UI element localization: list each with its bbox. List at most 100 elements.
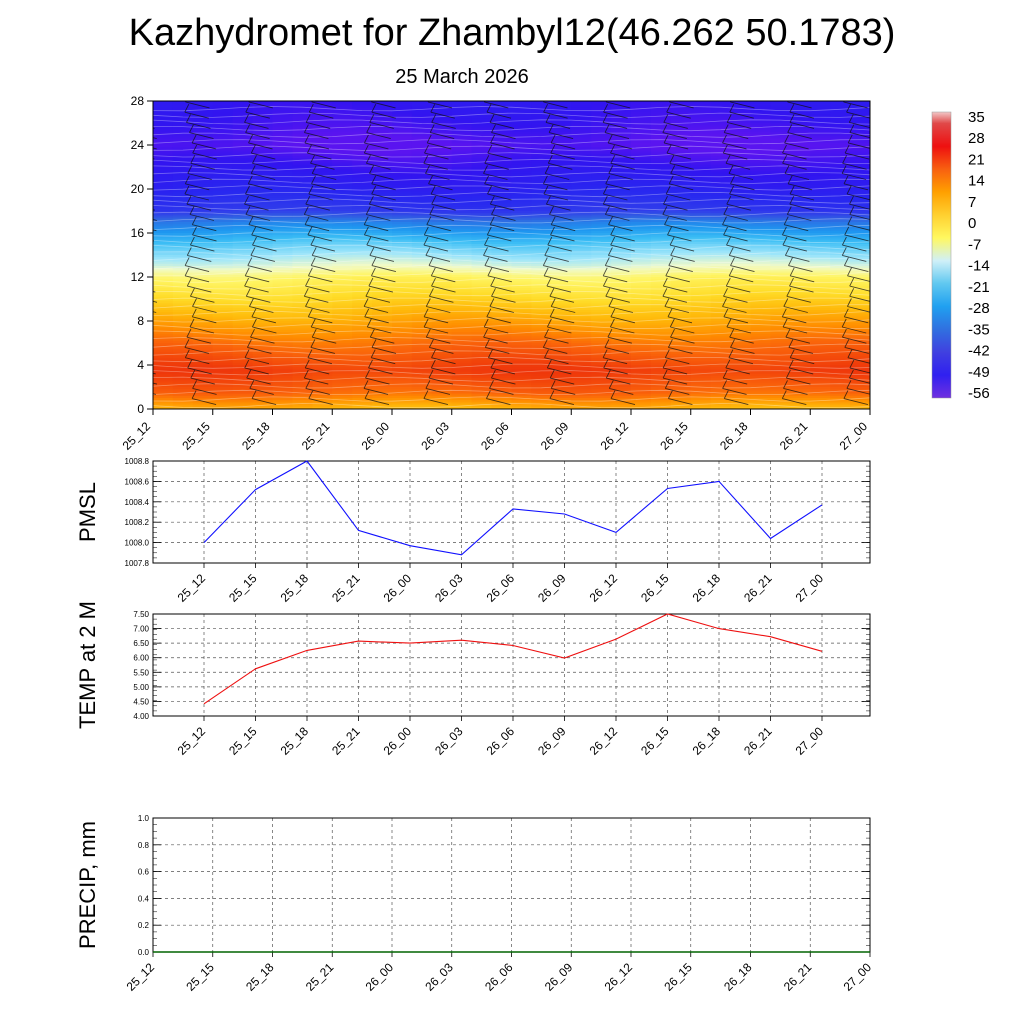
heatmap-cell (153, 321, 174, 324)
heatmap-cell (292, 398, 313, 401)
heatmap-cell (710, 266, 732, 269)
heatmap-cell (790, 136, 811, 139)
heatmap-cell (232, 400, 254, 403)
heatmap-cell (790, 114, 811, 117)
heatmap-cell (431, 281, 453, 285)
heatmap-cell (750, 296, 772, 300)
heatmap-cell (451, 340, 473, 344)
heatmap-cell (650, 107, 672, 111)
heatmap-cell (172, 213, 194, 216)
heatmap-cell (670, 398, 692, 401)
heatmap-cell (392, 116, 413, 120)
heatmap-cell (272, 382, 294, 386)
heatmap-cell (232, 354, 254, 357)
heatmap-cell (392, 178, 413, 181)
heatmap-cell (850, 217, 870, 221)
heatmap-cell (810, 167, 831, 170)
heatmap-cell (690, 259, 712, 263)
heatmap-cell (451, 230, 473, 234)
heatmap-cell (551, 314, 572, 318)
heatmap-cell (192, 369, 214, 373)
heatmap-cell (591, 349, 612, 353)
heatmap-cell (571, 270, 592, 274)
heatmap-cell (810, 129, 831, 133)
heatmap-cell (611, 134, 632, 137)
heatmap-cell (830, 134, 851, 137)
heatmap-cell (192, 103, 214, 106)
heatmap-cell (431, 123, 453, 126)
heatmap-cell (591, 180, 612, 183)
heatmap-cell (451, 134, 473, 137)
heatmap-cell (790, 204, 811, 208)
heatmap-cell (192, 338, 214, 342)
heatmap-cell (272, 230, 294, 234)
heatmap-cell (372, 101, 393, 104)
heatmap-cell (372, 316, 393, 320)
heatmap-cell (491, 356, 513, 359)
heatmap-cell (451, 351, 473, 355)
heatmap-cell (750, 118, 772, 122)
heatmap-cell (710, 158, 732, 161)
heatmap-cell (431, 109, 453, 113)
heatmap-cell (511, 160, 533, 164)
heatmap-cell (670, 307, 692, 311)
heatmap-cell (491, 336, 513, 340)
heatmap-cell (690, 164, 712, 168)
heatmap-cell (631, 120, 652, 124)
heatmap-cell (451, 246, 473, 249)
heatmap-cell (531, 259, 552, 263)
heatmap-cell (471, 296, 493, 300)
heatmap-cell (172, 156, 194, 159)
heatmap-cell (392, 219, 413, 223)
heatmap-cell (272, 395, 294, 399)
heatmap-cell (810, 138, 831, 142)
heatmap-cell (153, 211, 174, 214)
heatmap-cell (850, 171, 870, 175)
heatmap-cell (730, 351, 752, 355)
heatmap-cell (392, 354, 413, 357)
heatmap-cell (591, 338, 612, 342)
heatmap-cell (352, 329, 373, 333)
heatmap-cell (212, 382, 234, 386)
heatmap-cell (690, 195, 712, 199)
heatmap-cell (511, 118, 533, 122)
heatmap-cell (551, 340, 572, 344)
heatmap-cell (292, 371, 313, 375)
heatmap-cell (153, 156, 174, 159)
heatmap-cell (551, 215, 572, 219)
heatmap-cell (411, 360, 433, 364)
heatmap-cell (531, 182, 552, 186)
heatmap-cell (491, 303, 513, 307)
heatmap-cell (272, 274, 294, 278)
heatmap-cell (591, 189, 612, 192)
heatmap-cell (770, 305, 791, 309)
heatmap-cell (372, 347, 393, 351)
heatmap-cell (730, 404, 752, 408)
heatmap-cell (471, 175, 493, 179)
heatmap-cell (252, 103, 274, 106)
heatmap-cell (392, 272, 413, 276)
heatmap-cell (272, 200, 294, 203)
heatmap-cell (153, 101, 174, 104)
heatmap-cell (471, 400, 493, 403)
heatmap-cell (392, 241, 413, 245)
heatmap-cell (352, 208, 373, 212)
heatmap-cell (810, 248, 831, 252)
heatmap-cell (172, 109, 194, 113)
heatmap-cell (192, 250, 214, 254)
heatmap-cell (252, 142, 274, 146)
heatmap-cell (252, 169, 274, 172)
heatmap-cell (232, 182, 254, 186)
heatmap-cell (411, 281, 433, 285)
heatmap-cell (730, 281, 752, 285)
heatmap-cell (372, 233, 393, 236)
heatmap-cell (212, 398, 234, 401)
heatmap-cell (650, 211, 672, 214)
heatmap-cell (511, 204, 533, 208)
heatmap-cell (650, 101, 672, 104)
heatmap-cell (471, 180, 493, 183)
heatmap-cell (571, 206, 592, 210)
heatmap-cell (352, 332, 373, 335)
heatmap-cell (790, 241, 811, 245)
heatmap-cell (710, 134, 732, 137)
